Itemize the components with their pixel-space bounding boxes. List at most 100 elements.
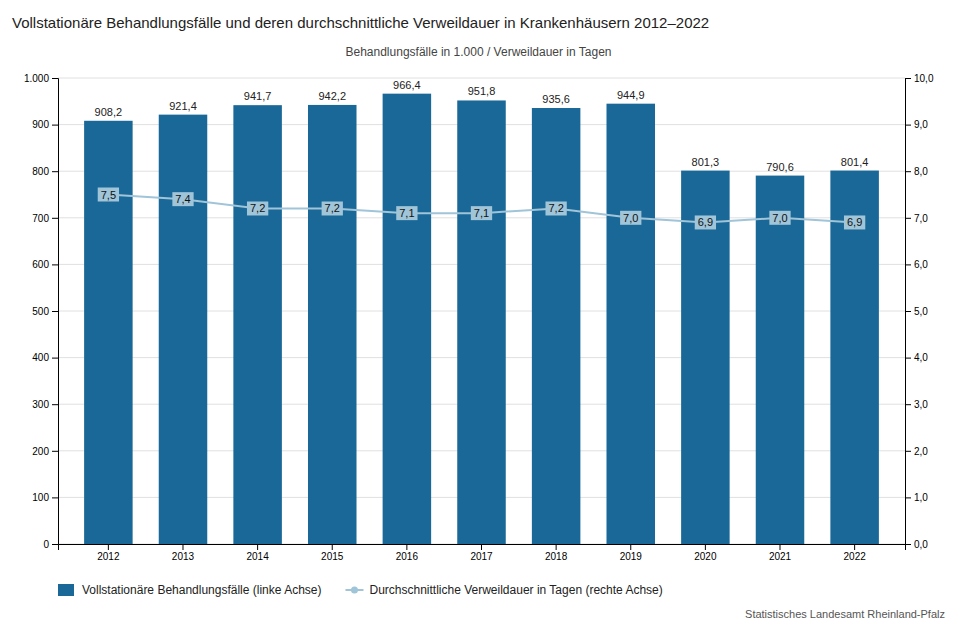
tick: 2016 <box>396 544 419 562</box>
bar <box>308 105 357 544</box>
tick-mark <box>182 544 183 550</box>
tick: 700 <box>32 213 58 224</box>
tick: 2015 <box>321 544 344 562</box>
tick-mark <box>52 125 58 126</box>
tick-label: 700 <box>32 213 49 224</box>
tick-label: 2016 <box>396 551 419 562</box>
tick-mark <box>481 544 482 550</box>
data-label: 7,4 <box>175 193 190 205</box>
tick-mark <box>556 544 557 550</box>
tick-label: 200 <box>32 446 49 457</box>
label-background <box>471 206 492 220</box>
tick-mark <box>905 171 911 172</box>
tick-label: 6,0 <box>914 259 928 270</box>
tick: 5,0 <box>905 306 928 317</box>
tick-mark <box>52 544 58 545</box>
label-background <box>844 215 865 229</box>
tick: 3,0 <box>905 399 928 410</box>
legend: Vollstationäre Behandlungsfälle (linke A… <box>58 583 663 597</box>
tick-mark <box>52 497 58 498</box>
tick-label: 900 <box>32 119 49 130</box>
tick: 2018 <box>545 544 568 562</box>
data-label: 966,4 <box>393 79 421 91</box>
data-label: 944,9 <box>617 89 645 101</box>
data-label: 908,2 <box>95 106 123 118</box>
tick-label: 5,0 <box>914 306 928 317</box>
tick-label: 2012 <box>97 551 120 562</box>
tick-mark <box>52 404 58 405</box>
data-labels: 908,2921,4941,7942,2966,4951,8935,6944,9… <box>95 79 869 230</box>
tick-mark <box>332 544 333 550</box>
tick: 2019 <box>620 544 643 562</box>
bar <box>606 104 655 544</box>
data-label-box: 7,0 <box>620 211 641 225</box>
y2-axis: 0,01,02,03,04,05,06,07,08,09,010,0 <box>905 73 934 550</box>
bar <box>383 94 432 544</box>
tick-mark <box>406 544 407 550</box>
legend-swatch <box>58 584 74 596</box>
plot: 2012 2013 2014 2015 2016 2017 2018 2019 2020 2021… <box>24 73 934 562</box>
tick: 0 <box>43 539 58 550</box>
data-label: 790,6 <box>766 161 794 173</box>
bar <box>233 105 282 544</box>
tick: 9,0 <box>905 119 928 130</box>
tick-mark <box>52 78 58 79</box>
data-label: 7,5 <box>101 189 116 201</box>
bar <box>532 108 581 544</box>
tick-label: 800 <box>32 166 49 177</box>
tick: 2014 <box>246 544 269 562</box>
tick-label: 2015 <box>321 551 344 562</box>
tick: 800 <box>32 166 58 177</box>
grid <box>58 78 905 544</box>
tick: 500 <box>32 306 58 317</box>
tick-label: 2017 <box>470 551 493 562</box>
data-label: 801,4 <box>841 156 869 168</box>
tick: 1,0 <box>905 492 928 503</box>
tick-label: 300 <box>32 399 49 410</box>
tick-label: 4,0 <box>914 352 928 363</box>
tick: 2020 <box>694 544 717 562</box>
tick-mark <box>108 544 109 550</box>
tick-mark <box>905 311 911 312</box>
data-label: 6,9 <box>698 216 713 228</box>
tick: 2,0 <box>905 446 928 457</box>
data-label: 935,6 <box>542 93 570 105</box>
x-axis: 2012 2013 2014 2015 2016 2017 2018 2019 2020 2021… <box>59 544 906 562</box>
line <box>108 195 854 223</box>
tick: 100 <box>32 492 58 503</box>
tick-mark <box>257 544 258 550</box>
data-label: 7,1 <box>399 207 414 219</box>
tick-mark <box>905 125 911 126</box>
bar <box>159 115 208 544</box>
data-label-box: 7,1 <box>396 206 417 220</box>
tick-mark <box>905 218 911 219</box>
title: Vollstationäre Behandlungsfälle und dere… <box>12 14 709 31</box>
tick-label: 8,0 <box>914 166 928 177</box>
tick-mark <box>52 451 58 452</box>
marks <box>84 94 879 544</box>
data-label: 7,2 <box>250 202 265 214</box>
data-label: 942,2 <box>318 90 346 102</box>
data-label-box: 7,1 <box>471 206 492 220</box>
tick: 400 <box>32 352 58 363</box>
tick: 2022 <box>844 544 867 562</box>
tick-label: 400 <box>32 352 49 363</box>
legend-label: Vollstationäre Behandlungsfälle (linke A… <box>82 583 321 597</box>
tick-label: 2021 <box>769 551 792 562</box>
tick: 10,0 <box>905 73 934 84</box>
label-background <box>396 206 417 220</box>
tick: 2021 <box>769 544 792 562</box>
tick-mark <box>905 451 911 452</box>
axis-line <box>906 79 912 545</box>
tick: 7,0 <box>905 213 928 224</box>
tick-mark <box>52 311 58 312</box>
tick-label: 0 <box>43 539 49 550</box>
legend-marker <box>351 587 358 594</box>
data-label-box: 7,2 <box>545 201 566 215</box>
tick-label: 1,0 <box>914 492 928 503</box>
data-label-box: 6,9 <box>695 215 716 229</box>
tick-label: 2013 <box>172 551 195 562</box>
tick-mark <box>905 264 911 265</box>
tick-mark <box>52 218 58 219</box>
label-background <box>172 192 193 206</box>
